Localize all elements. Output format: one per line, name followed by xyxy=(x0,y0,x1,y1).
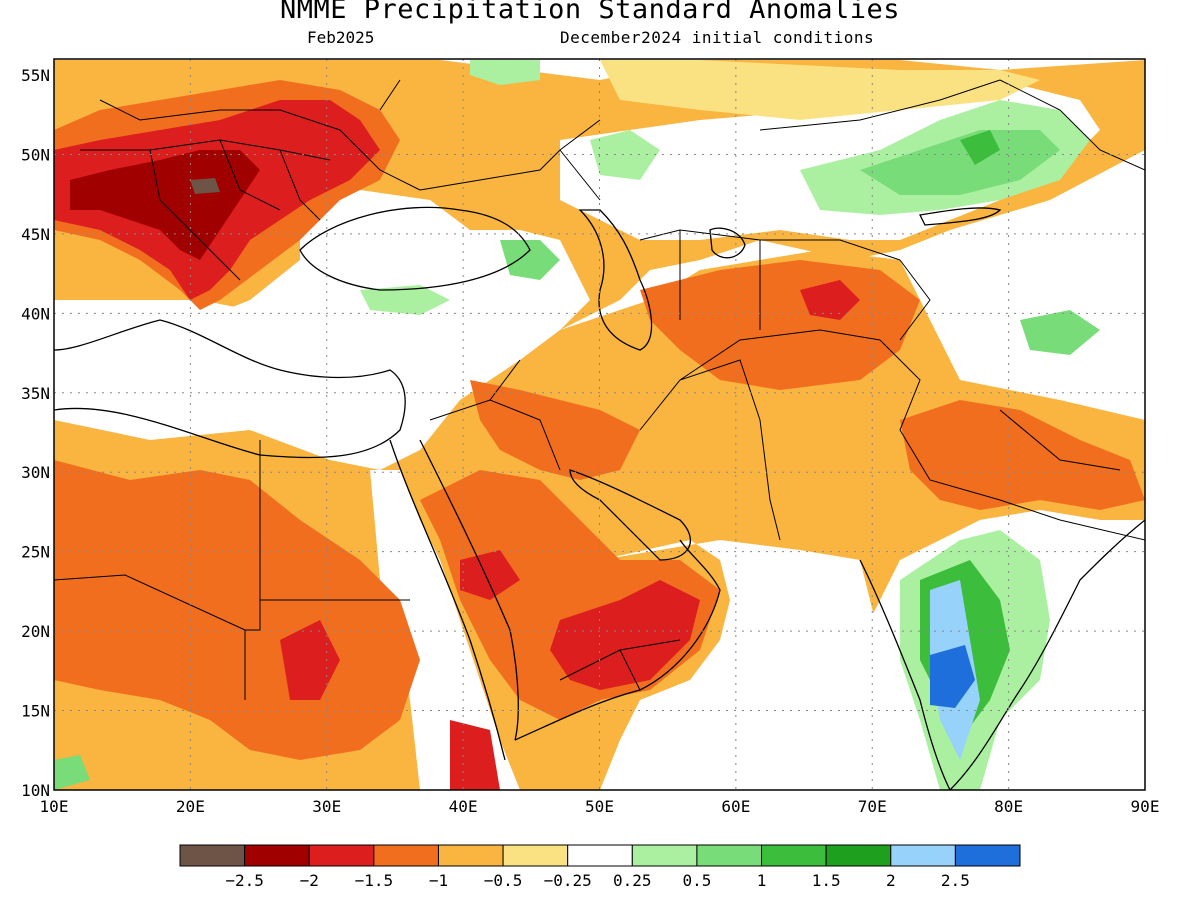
lat-tick-label: 25N xyxy=(21,543,50,562)
lon-tick-label: 60E xyxy=(721,797,750,816)
colorbar-tick-label: −1 xyxy=(429,871,448,890)
borders xyxy=(54,79,1145,700)
colorbar-tick-label: −1.5 xyxy=(355,871,394,890)
colorbar-swatch xyxy=(308,844,375,867)
east-africa-surplus xyxy=(54,755,90,790)
mediterranean-coast xyxy=(54,319,406,459)
central-asia-borders xyxy=(639,229,931,341)
lon-tick-label: 50E xyxy=(585,797,614,816)
lat-tick-label: 20N xyxy=(21,622,50,641)
baltic-surplus xyxy=(470,60,540,85)
south-india-surplus-peak xyxy=(930,645,975,708)
colorbar-swatch xyxy=(437,844,504,867)
saudi-deficit xyxy=(460,550,520,600)
europe-borders xyxy=(80,79,421,281)
colorbar-tick-label: −2.5 xyxy=(225,871,264,890)
black-sea-coast xyxy=(299,206,531,291)
extreme-deficit-patch xyxy=(190,178,220,194)
india-coast xyxy=(859,519,1145,790)
longitude-labels: 10E 20E 30E 40E 50E 60E 70E 80E 90E xyxy=(40,797,1160,816)
colorbar-tick-label: −0.5 xyxy=(484,871,523,890)
latitude-labels: 55N 50N 45N 40N 35N 30N 25N 20N 15N 10N xyxy=(21,66,50,800)
south-asia-borders xyxy=(879,339,1145,541)
colorbar-swatch xyxy=(761,844,827,867)
colorbar-swatch xyxy=(825,844,892,867)
central-asia-surplus-peak xyxy=(960,130,1000,165)
colorbar-labels: −2.5 −2 −1.5 −1 −0.5 −0.25 0.25 0.5 1 1.5 2 2.5 xyxy=(225,871,969,890)
lon-tick-label: 10E xyxy=(40,797,69,816)
lon-tick-label: 30E xyxy=(312,797,341,816)
ethiopia-deficit xyxy=(450,720,500,790)
colorbar-tick-label: 2 xyxy=(886,871,896,890)
colorbar-swatch xyxy=(631,844,698,867)
africa-borders xyxy=(54,440,410,700)
lat-tick-label: 10N xyxy=(21,781,50,800)
turkey-surplus xyxy=(360,285,450,315)
kazakh-west-surplus xyxy=(590,130,660,180)
colorbar-tick-label: 2.5 xyxy=(941,871,970,890)
middle-east-borders xyxy=(429,329,881,541)
lon-tick-label: 40E xyxy=(449,797,478,816)
arabia-borders xyxy=(559,639,681,691)
lon-tick-label: 80E xyxy=(994,797,1023,816)
colorbar-tick-label: 0.25 xyxy=(613,871,652,890)
caucasus-surplus xyxy=(500,240,560,280)
sudan-deficit xyxy=(280,620,340,700)
tarim-surplus xyxy=(1020,310,1100,355)
colorbar-swatch xyxy=(696,844,763,867)
arabian-sea-normal xyxy=(600,540,920,790)
colorbar-tick-label: −2 xyxy=(300,871,319,890)
lat-tick-label: 35N xyxy=(21,384,50,403)
arabian-coast xyxy=(514,539,721,741)
anomaly-field xyxy=(54,60,1145,790)
lat-tick-label: 15N xyxy=(21,702,50,721)
iraq-deficit xyxy=(470,380,640,480)
lat-tick-label: 55N xyxy=(21,66,50,85)
aral-sea-coast xyxy=(709,227,746,259)
colorbar-tick-label: 0.5 xyxy=(682,871,711,890)
initial-conditions-label: December2024 initial conditions xyxy=(560,28,875,47)
lat-tick-label: 50N xyxy=(21,145,50,164)
red-sea-normal xyxy=(370,470,520,790)
iran-deficit-core xyxy=(800,280,860,320)
lat-tick-label: 45N xyxy=(21,225,50,244)
chart-title: NMME Precipitation Standard Anomalies xyxy=(280,0,900,25)
forecast-month-label: Feb2025 xyxy=(307,28,375,47)
lat-tick-label: 30N xyxy=(21,463,50,482)
lat-tick-label: 40N xyxy=(21,304,50,323)
mediterranean-normal xyxy=(54,300,420,450)
africa-deficit xyxy=(54,460,420,760)
lon-tick-label: 20E xyxy=(176,797,205,816)
colorbar-swatch xyxy=(244,844,310,867)
persian-gulf-coast xyxy=(569,469,692,561)
colorbar xyxy=(179,844,1021,867)
map-frame xyxy=(53,58,1146,791)
graticule xyxy=(54,59,1145,790)
colorbar-swatch xyxy=(502,844,569,867)
russia-borders xyxy=(419,79,1145,201)
caspian-coast xyxy=(578,209,653,351)
colorbar-swatch xyxy=(890,844,956,867)
north-dry-pale xyxy=(600,60,1040,120)
colorbar-swatch xyxy=(567,844,633,867)
colorbar-tick-label: −0.25 xyxy=(544,871,592,890)
lon-tick-label: 90E xyxy=(1131,797,1160,816)
balkhash-coast xyxy=(919,207,1002,226)
colorbar-swatch xyxy=(954,844,1021,867)
pakistan-deficit xyxy=(900,400,1145,510)
colorbar-swatch xyxy=(179,844,246,867)
yemen-deficit xyxy=(550,580,700,690)
colorbar-swatch xyxy=(373,844,439,867)
central-asia-surplus-core xyxy=(860,130,1060,195)
coastlines xyxy=(54,206,1145,790)
lon-tick-label: 70E xyxy=(858,797,887,816)
colorbar-tick-label: 1.5 xyxy=(812,871,841,890)
colorbar-tick-label: 1 xyxy=(757,871,767,890)
